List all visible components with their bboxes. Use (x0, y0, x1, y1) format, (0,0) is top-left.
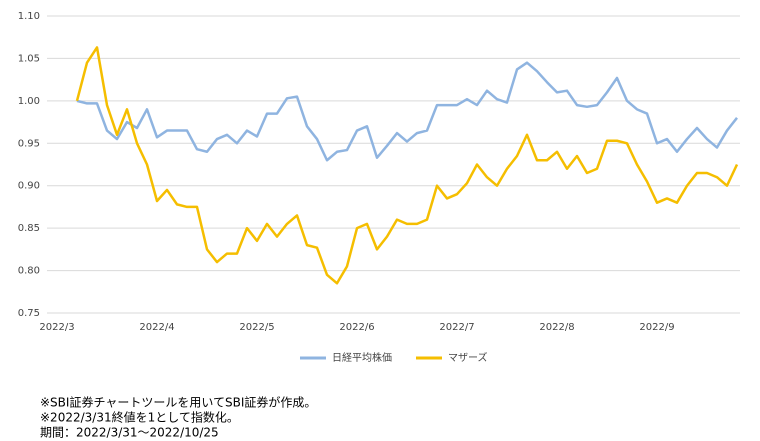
x-tick-label: 2022/7 (439, 322, 474, 333)
y-tick-label: 0.85 (18, 223, 40, 234)
y-tick-label: 0.75 (18, 308, 40, 319)
x-tick-label: 2022/8 (539, 322, 574, 333)
y-tick-label: 1.00 (18, 96, 40, 107)
y-tick-label: 0.80 (18, 266, 40, 277)
y-tick-label: 0.90 (18, 181, 40, 192)
y-tick-label: 1.10 (18, 11, 40, 22)
x-tick-label: 2022/3 (39, 322, 74, 333)
note: ※2022/3/31終値を1として指数化。 (40, 410, 239, 425)
x-tick-label: 2022/9 (639, 322, 674, 333)
x-tick-label: 2022/4 (139, 322, 174, 333)
x-tick-label: 2022/5 (239, 322, 274, 333)
x-tick-label: 2022/6 (339, 322, 374, 333)
note: ※SBI証券チャートツールを用いてSBI証券が作成。 (40, 395, 316, 410)
legend-label: マザーズ (448, 351, 488, 364)
note: 期間：2022/3/31～2022/10/25 (40, 426, 219, 440)
series-line (76, 61, 738, 162)
legend-label: 日経平均株価 (332, 351, 392, 364)
y-tick-label: 1.05 (18, 53, 40, 64)
series-line (75, 46, 739, 285)
y-tick-label: 0.95 (18, 138, 40, 149)
